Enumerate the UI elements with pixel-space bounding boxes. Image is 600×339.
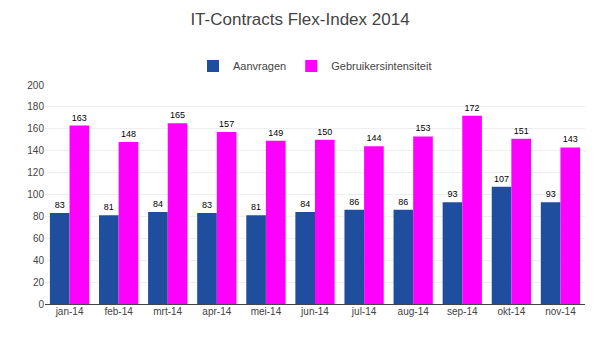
svg-text:83: 83 bbox=[202, 200, 212, 210]
svg-text:jan-14: jan-14 bbox=[55, 306, 84, 317]
svg-text:148: 148 bbox=[121, 129, 136, 139]
svg-text:93: 93 bbox=[546, 189, 556, 199]
svg-text:157: 157 bbox=[219, 119, 234, 129]
svg-text:Aanvragen: Aanvragen bbox=[233, 60, 286, 72]
svg-text:jul-14: jul-14 bbox=[351, 306, 377, 317]
svg-text:Gebruikersintensiteit: Gebruikersintensiteit bbox=[331, 60, 431, 72]
svg-text:149: 149 bbox=[268, 128, 283, 138]
svg-text:200: 200 bbox=[27, 80, 44, 91]
svg-text:163: 163 bbox=[72, 113, 87, 123]
svg-text:feb-14: feb-14 bbox=[104, 306, 133, 317]
svg-text:84: 84 bbox=[153, 199, 163, 209]
svg-text:180: 180 bbox=[27, 101, 44, 112]
svg-text:120: 120 bbox=[27, 167, 44, 178]
svg-text:143: 143 bbox=[563, 134, 578, 144]
svg-text:mrt-14: mrt-14 bbox=[153, 306, 182, 317]
svg-text:0: 0 bbox=[38, 299, 44, 310]
svg-text:apr-14: apr-14 bbox=[202, 306, 231, 317]
svg-text:140: 140 bbox=[27, 145, 44, 156]
svg-text:okt-14: okt-14 bbox=[497, 306, 525, 317]
svg-text:107: 107 bbox=[494, 174, 509, 184]
svg-text:86: 86 bbox=[349, 197, 359, 207]
svg-text:aug-14: aug-14 bbox=[398, 306, 430, 317]
svg-text:20: 20 bbox=[33, 277, 45, 288]
svg-text:86: 86 bbox=[398, 197, 408, 207]
svg-text:160: 160 bbox=[27, 123, 44, 134]
svg-text:mei-14: mei-14 bbox=[251, 306, 282, 317]
svg-text:144: 144 bbox=[366, 133, 381, 143]
svg-text:81: 81 bbox=[251, 202, 261, 212]
svg-text:100: 100 bbox=[27, 189, 44, 200]
svg-text:83: 83 bbox=[55, 200, 65, 210]
svg-text:sep-14: sep-14 bbox=[447, 306, 478, 317]
svg-text:IT-Contracts Flex-Index 2014: IT-Contracts Flex-Index 2014 bbox=[190, 10, 409, 29]
svg-text:150: 150 bbox=[317, 127, 332, 137]
svg-text:84: 84 bbox=[300, 199, 310, 209]
svg-text:60: 60 bbox=[33, 233, 45, 244]
svg-text:153: 153 bbox=[415, 123, 430, 133]
svg-text:jun-14: jun-14 bbox=[300, 306, 329, 317]
svg-text:93: 93 bbox=[447, 189, 457, 199]
svg-text:81: 81 bbox=[104, 202, 114, 212]
svg-text:nov-14: nov-14 bbox=[545, 306, 576, 317]
svg-text:165: 165 bbox=[170, 110, 185, 120]
svg-text:40: 40 bbox=[33, 255, 45, 266]
svg-text:172: 172 bbox=[465, 103, 480, 113]
svg-text:151: 151 bbox=[514, 126, 529, 136]
svg-text:80: 80 bbox=[33, 211, 45, 222]
